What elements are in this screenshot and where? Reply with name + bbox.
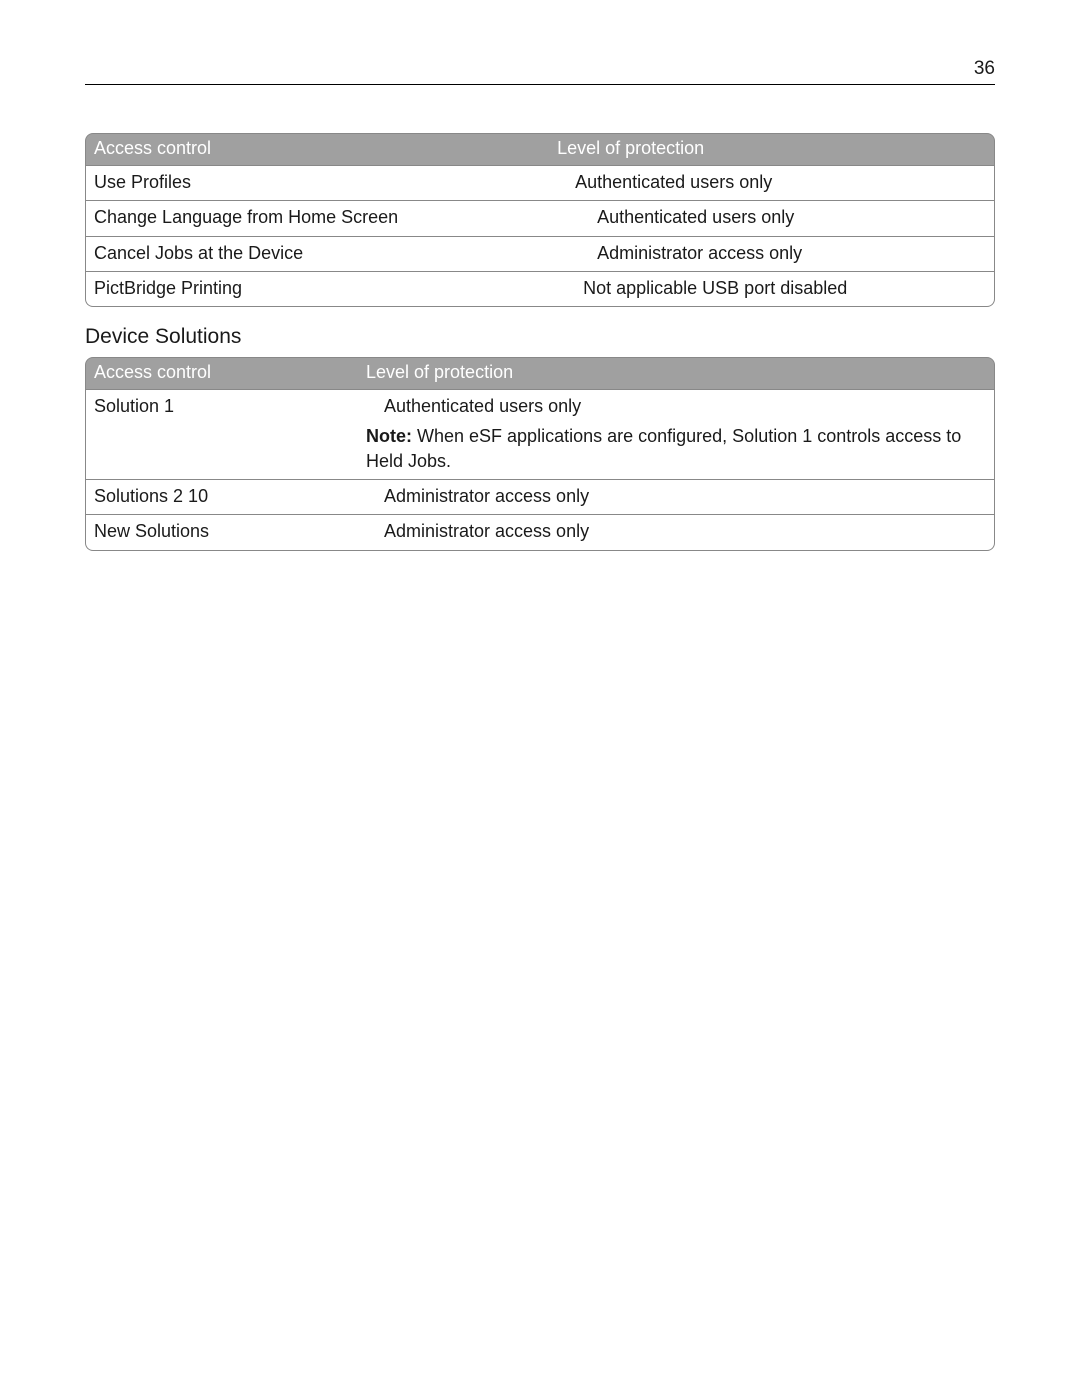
cell-access-control: Use Profiles (85, 166, 549, 201)
document-page: 36 Access control Level of protection Us… (0, 0, 1080, 1397)
table-row: Cancel Jobs at the Device Administrator … (85, 237, 995, 272)
note-label: Note: (366, 426, 412, 446)
cell-access-control: Change Language from Home Screen (85, 201, 549, 236)
table-row: Use Profiles Authenticated users only (85, 166, 995, 201)
note-text: Note: When eSF applications are configur… (366, 424, 986, 473)
col-header-level-protection: Level of protection (549, 133, 995, 166)
cell-access-control: New Solutions (85, 515, 358, 550)
cell-level-protection: Authenticated users only Note: When eSF … (358, 390, 995, 480)
cell-access-control: Solution 1 (85, 390, 358, 480)
cell-level-protection: Administrator access only (358, 480, 995, 515)
table-header-row: Access control Level of protection (85, 133, 995, 166)
table-row: New Solutions Administrator access only (85, 515, 995, 550)
cell-level-protection: Not applicable USB port disabled (549, 272, 995, 307)
cell-level-protection: Administrator access only (358, 515, 995, 550)
access-control-table-1: Access control Level of protection Use P… (85, 133, 995, 307)
section-heading-device-solutions: Device Solutions (85, 325, 995, 349)
col-header-access-control: Access control (85, 133, 549, 166)
col-header-access-control: Access control (85, 357, 358, 390)
note-body: When eSF applications are configured, So… (366, 426, 961, 470)
cell-level-protection: Administrator access only (549, 237, 995, 272)
cell-level-protection: Authenticated users only (549, 166, 995, 201)
page-number: 36 (974, 58, 995, 79)
table-row: Solutions 2 10 Administrator access only (85, 480, 995, 515)
access-control-table-2: Access control Level of protection Solut… (85, 357, 995, 550)
table-row: PictBridge Printing Not applicable USB p… (85, 272, 995, 307)
table-row: Change Language from Home Screen Authent… (85, 201, 995, 236)
cell-level-protection: Authenticated users only (549, 201, 995, 236)
cell-access-control: PictBridge Printing (85, 272, 549, 307)
cell-access-control: Cancel Jobs at the Device (85, 237, 549, 272)
cell-access-control: Solutions 2 10 (85, 480, 358, 515)
page-header-rule: 36 (85, 58, 995, 85)
table-header-row: Access control Level of protection (85, 357, 995, 390)
col-header-level-protection: Level of protection (358, 357, 995, 390)
table-row: Solution 1 Authenticated users only Note… (85, 390, 995, 480)
